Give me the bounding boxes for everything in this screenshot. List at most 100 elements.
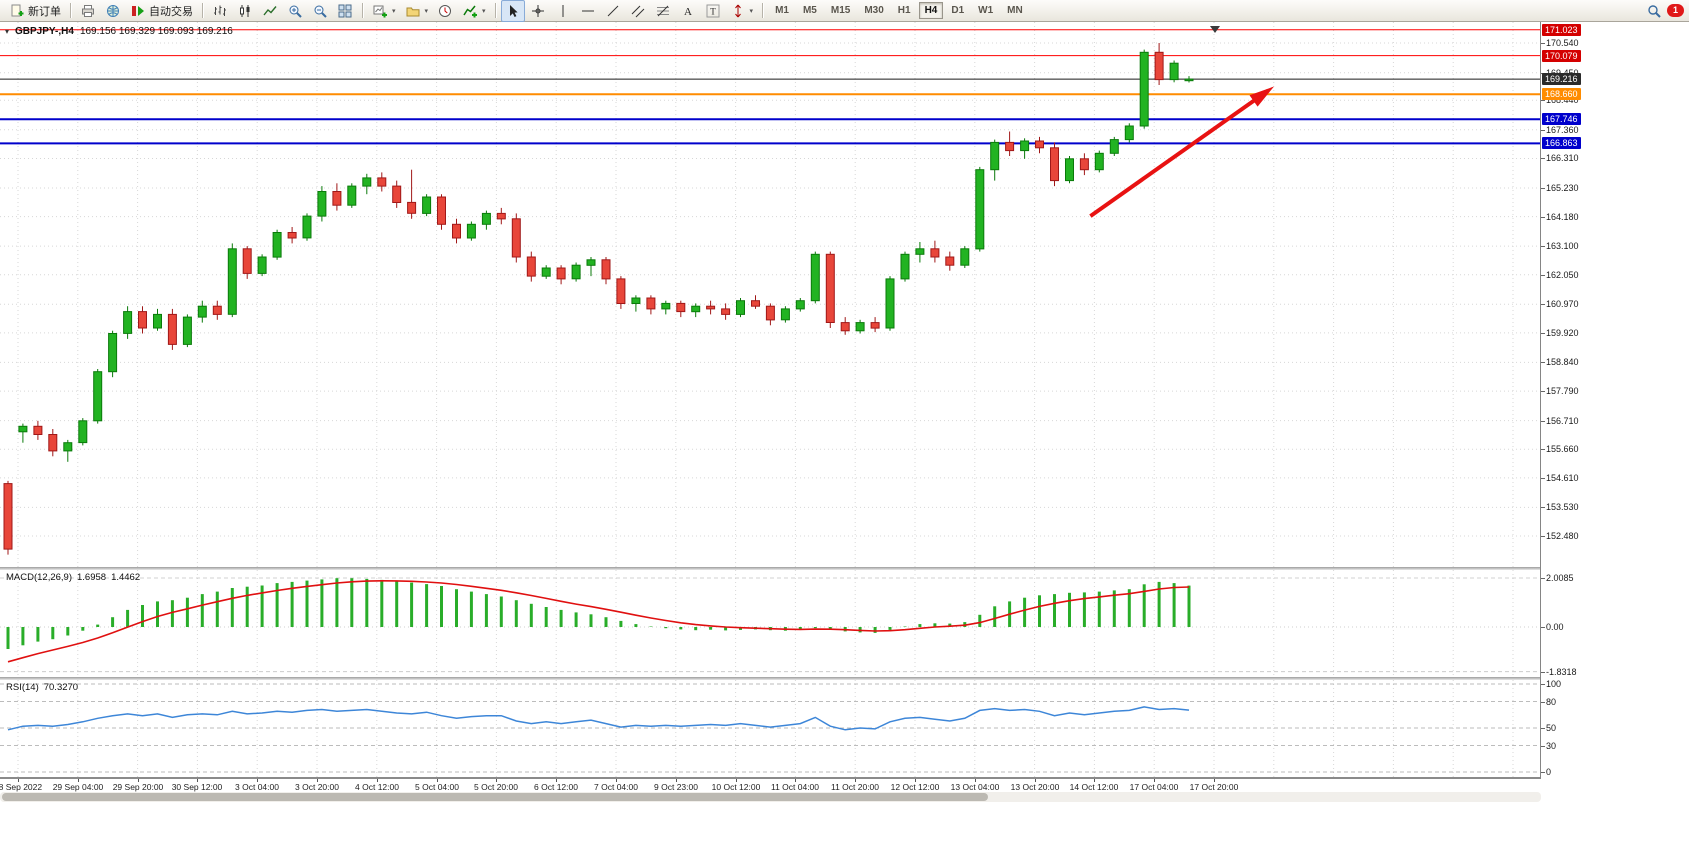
timeframe-MN[interactable]: MN bbox=[1007, 5, 1023, 16]
zoom-in-button[interactable] bbox=[283, 0, 307, 22]
crosshair-icon bbox=[530, 3, 546, 19]
time-tick bbox=[795, 779, 796, 782]
main-toolbar: 新订单 自动交易 bbox=[0, 0, 1689, 22]
text-tool-button[interactable]: A bbox=[676, 0, 700, 22]
arrows-tool-button[interactable]: ▾ bbox=[726, 0, 758, 22]
timeframe-D1[interactable]: D1 bbox=[951, 5, 965, 16]
axis-tick bbox=[1541, 304, 1545, 305]
globe-button[interactable] bbox=[101, 0, 125, 22]
rsi-line bbox=[7, 706, 1190, 731]
time-tick bbox=[855, 779, 856, 782]
profiles-icon bbox=[405, 3, 421, 19]
main-chart-canvas[interactable] bbox=[0, 22, 1540, 567]
panel-splitter[interactable] bbox=[0, 567, 1540, 570]
tile-windows-button[interactable] bbox=[333, 0, 357, 22]
macd-axis-label: 0.00 bbox=[1546, 622, 1564, 632]
axis-tick bbox=[1541, 702, 1545, 703]
time-axis-label: 5 Oct 20:00 bbox=[474, 782, 518, 792]
axis-tick bbox=[1541, 478, 1545, 479]
axis-tick bbox=[1541, 728, 1545, 729]
horizontal-price-lines[interactable] bbox=[0, 29, 1540, 145]
horizontal-scrollbar[interactable] bbox=[0, 792, 1541, 802]
new-order-icon bbox=[9, 3, 25, 19]
collapse-icon[interactable]: ▾ bbox=[5, 27, 10, 36]
price-badge: 170.079 bbox=[1542, 50, 1581, 62]
time-tick bbox=[915, 779, 916, 782]
text-label-tool-button[interactable]: T bbox=[701, 0, 725, 22]
time-tick bbox=[676, 779, 677, 782]
axis-tick bbox=[1541, 684, 1545, 685]
channel-icon bbox=[630, 3, 646, 19]
axis-tick bbox=[1541, 333, 1545, 334]
new-order-button[interactable]: 新订单 bbox=[5, 0, 65, 22]
timeframe-M15[interactable]: M15 bbox=[830, 5, 851, 16]
globe-icon bbox=[105, 3, 121, 19]
time-axis-label: 7 Oct 04:00 bbox=[594, 782, 638, 792]
fibonacci-tool-button[interactable] bbox=[651, 0, 675, 22]
line-chart-button[interactable] bbox=[258, 0, 282, 22]
price-axis-label: 165.230 bbox=[1546, 183, 1579, 193]
price-axis-label: 157.790 bbox=[1546, 386, 1579, 396]
timeframe-M30[interactable]: M30 bbox=[864, 5, 884, 16]
notification-badge[interactable]: 1 bbox=[1667, 4, 1684, 17]
time-tick bbox=[1035, 779, 1036, 782]
candlestick-chart-button[interactable] bbox=[233, 0, 257, 22]
axis-tick bbox=[1541, 362, 1545, 363]
time-tick bbox=[317, 779, 318, 782]
search-button[interactable] bbox=[1642, 0, 1666, 22]
time-tick bbox=[1154, 779, 1155, 782]
price-axis-label: 168.440 bbox=[1546, 95, 1579, 105]
timeframe-W1[interactable]: W1 bbox=[978, 5, 994, 16]
timeframe-H4[interactable]: H4 bbox=[918, 2, 944, 19]
price-axis-label: 167.360 bbox=[1546, 125, 1579, 135]
price-axis-label: 162.050 bbox=[1546, 270, 1579, 280]
shift-marker[interactable] bbox=[1210, 26, 1220, 33]
bar-chart-button[interactable] bbox=[208, 0, 232, 22]
panel-splitter[interactable] bbox=[0, 677, 1540, 680]
timeframe-H1[interactable]: H1 bbox=[897, 5, 911, 16]
dropdown-caret: ▾ bbox=[392, 7, 396, 15]
time-tick bbox=[616, 779, 617, 782]
cursor-tool-button[interactable] bbox=[500, 0, 525, 22]
indicators-button[interactable]: ▾ bbox=[458, 0, 490, 22]
line-chart-icon bbox=[262, 3, 278, 19]
timeframe-M1[interactable]: M1 bbox=[775, 5, 789, 16]
auto-trading-label: 自动交易 bbox=[149, 5, 193, 18]
price-axis-label: 153.530 bbox=[1546, 502, 1579, 512]
vertical-line-tool-button[interactable] bbox=[551, 0, 575, 22]
scrollbar-thumb[interactable] bbox=[2, 793, 988, 801]
clock-icon bbox=[437, 3, 453, 19]
time-axis-label: 13 Oct 20:00 bbox=[1010, 782, 1060, 792]
axis-tick bbox=[1541, 746, 1545, 747]
time-tick bbox=[138, 779, 139, 782]
axis-tick bbox=[1541, 391, 1545, 392]
time-tick bbox=[437, 779, 438, 782]
axis-tick bbox=[1541, 627, 1545, 628]
time-tick bbox=[556, 779, 557, 782]
crosshair-tool-button[interactable] bbox=[526, 0, 550, 22]
horizontal-line-tool-button[interactable] bbox=[576, 0, 600, 22]
axis-tick bbox=[1541, 246, 1545, 247]
zoom-out-button[interactable] bbox=[308, 0, 332, 22]
svg-text:T: T bbox=[710, 6, 716, 16]
rsi-panel-canvas[interactable] bbox=[0, 680, 1540, 777]
clock-button[interactable] bbox=[433, 0, 457, 22]
new-chart-button[interactable]: ▾ bbox=[368, 0, 400, 22]
price-badge: 171.023 bbox=[1542, 24, 1581, 36]
axis-tick bbox=[1541, 130, 1545, 131]
time-axis: 28 Sep 2022 29 Sep 04:00 29 Sep 20:00 30 Se… bbox=[0, 779, 1541, 792]
trendline-tool-button[interactable] bbox=[601, 0, 625, 22]
time-axis-label: 13 Oct 04:00 bbox=[950, 782, 1000, 792]
channel-tool-button[interactable] bbox=[626, 0, 650, 22]
axis-tick bbox=[1541, 449, 1545, 450]
timeframe-M5[interactable]: M5 bbox=[802, 5, 817, 16]
macd-panel-canvas[interactable] bbox=[0, 570, 1540, 677]
profiles-button[interactable]: ▾ bbox=[401, 0, 433, 22]
auto-trading-button[interactable]: 自动交易 bbox=[126, 0, 197, 22]
bar-chart-icon bbox=[212, 3, 228, 19]
axis-tick bbox=[1541, 507, 1545, 508]
trend-arrow[interactable] bbox=[1089, 86, 1274, 218]
time-tick bbox=[1214, 779, 1215, 782]
trendline-icon bbox=[605, 3, 621, 19]
print-button[interactable] bbox=[76, 0, 100, 22]
